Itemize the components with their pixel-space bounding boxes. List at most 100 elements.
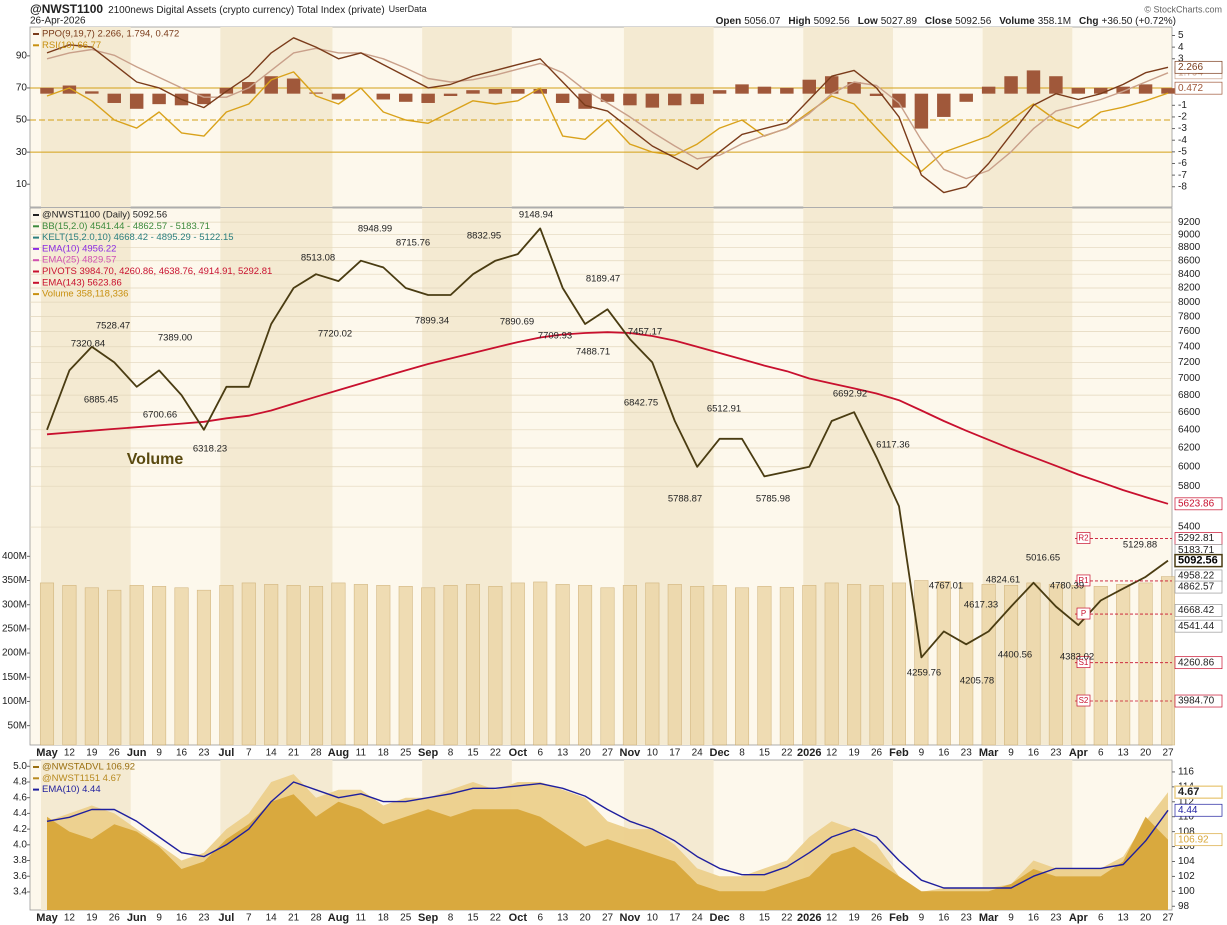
pivot-name: S1 [1079, 658, 1089, 667]
bar [62, 85, 77, 94]
x-tick-label: 23 [961, 913, 973, 924]
security-name: 2100news Digital Assets (crypto currency… [108, 5, 385, 16]
x-tick-label: 11 [356, 913, 367, 924]
price-annotation: 6885.45 [84, 395, 118, 406]
y2-tick-label: 8200 [1178, 283, 1201, 294]
value-label-box [1174, 81, 1223, 95]
y2-tick-label: 6200 [1178, 443, 1201, 454]
legend-entry: @NWSTADVL 106.92 [42, 762, 135, 773]
x-tick-label: 9 [919, 913, 925, 924]
price-annotation: 6318.23 [193, 444, 227, 455]
y-tick-label: 100M [2, 696, 27, 707]
price-annotation: 6700.66 [143, 410, 177, 421]
value-label: 4260.86 [1178, 657, 1215, 668]
x-tick-label: 16 [1028, 748, 1040, 759]
bar [1048, 584, 1063, 746]
y2-tick-label: 6000 [1178, 461, 1201, 472]
x-tick-label: Apr [1069, 912, 1089, 924]
y-tick-label: 350M [2, 575, 27, 586]
bar [1026, 70, 1041, 94]
x-tick-label: 23 [198, 748, 210, 759]
y2-tick-label: 102 [1178, 871, 1195, 882]
quote-value: 5027.89 [881, 16, 918, 27]
bar [84, 587, 99, 746]
bar [757, 586, 772, 746]
x-tick-label: 23 [1050, 913, 1062, 924]
price-annotation: 7890.69 [500, 317, 534, 328]
legend-entry: EMA(10) 4956.22 [42, 243, 116, 254]
bar [398, 93, 413, 102]
quote-label: Volume [999, 16, 1035, 27]
x-tick-label: 22 [781, 913, 793, 924]
y2-tick-label: -2 [1178, 112, 1187, 123]
month-band [220, 27, 333, 207]
y2-tick-label: 3 [1178, 53, 1184, 64]
pivot-box [1076, 532, 1091, 544]
x-tick-label: 15 [759, 748, 771, 759]
bar [779, 586, 794, 746]
y-tick-label: 4.2 [13, 824, 27, 835]
bar [466, 90, 480, 94]
bar [936, 581, 951, 746]
legend-entry: BB(15,2.0) 4541.44 - 4862.57 - 5183.71 [42, 221, 210, 232]
y2-tick-label: 98 [1178, 901, 1190, 912]
x-tick-label: Sep [418, 747, 438, 759]
x-tick-label: 17 [669, 913, 681, 924]
month-band [623, 27, 714, 207]
x-tick-label: 12 [826, 913, 838, 924]
x-tick-label: 9 [156, 913, 162, 924]
legend-entry: EMA(25) 4829.57 [42, 255, 116, 266]
y-tick-label: 3.6 [13, 871, 27, 882]
pivot-name: P [1081, 609, 1086, 618]
y-tick-label: 70 [16, 83, 28, 94]
quote-value: 5092.56 [955, 16, 992, 27]
legend-entry: PIVOTS 3984.70, 4260.86, 4638.76, 4914.9… [42, 266, 272, 277]
price-annotation: 6512.91 [707, 404, 741, 415]
line [46, 47, 1169, 180]
bar [981, 86, 996, 94]
value-label: 5292.81 [1178, 533, 1215, 544]
x-tick-label: 19 [849, 748, 861, 759]
bar [465, 584, 481, 746]
x-tick-label: Nov [620, 912, 642, 924]
bar [914, 93, 929, 129]
bar [690, 586, 705, 746]
y2-tick-label: -4 [1178, 135, 1187, 146]
x-tick-label: 8 [739, 913, 745, 924]
value-label-box [1174, 580, 1223, 594]
bar [645, 582, 660, 746]
bar [286, 585, 301, 746]
x-tick-label: Oct [509, 912, 528, 924]
value-label: 4.67 [1178, 786, 1199, 798]
y2-tick-label: -8 [1178, 181, 1187, 192]
bar [623, 93, 637, 106]
y2-tick-label: 104 [1178, 856, 1195, 867]
x-tick-label: Jun [127, 747, 147, 759]
value-label: 3984.70 [1178, 696, 1215, 707]
price-annotation: 7320.84 [71, 339, 105, 350]
x-tick-label: 13 [1118, 913, 1130, 924]
symbol: @NWST1100 [30, 2, 103, 16]
x-tick-label: Jul [218, 912, 234, 924]
bar [712, 585, 727, 746]
x-tick-label: 15 [759, 913, 771, 924]
x-tick-label: 2026 [797, 747, 821, 759]
date: 26-Apr-2026 [30, 16, 86, 27]
bar [645, 93, 660, 108]
legend-entry: RSI(10) 66.77 [42, 40, 101, 51]
line [46, 37, 1169, 194]
bar [1093, 586, 1108, 746]
x-tick-label: 19 [86, 748, 98, 759]
line [46, 781, 1169, 889]
x-tick-label: 20 [580, 913, 592, 924]
value-label: 4.44 [1178, 805, 1198, 816]
legend-entry: EMA(143) 5623.86 [42, 277, 122, 288]
bar [869, 585, 884, 746]
y2-tick-label: 5400 [1178, 522, 1201, 533]
bar [757, 86, 772, 94]
bar [1116, 86, 1130, 94]
bar [309, 92, 323, 94]
price-annotation: 7720.02 [318, 329, 352, 340]
price-annotation: 4205.78 [960, 676, 994, 687]
x-tick-label: 9 [1008, 913, 1014, 924]
